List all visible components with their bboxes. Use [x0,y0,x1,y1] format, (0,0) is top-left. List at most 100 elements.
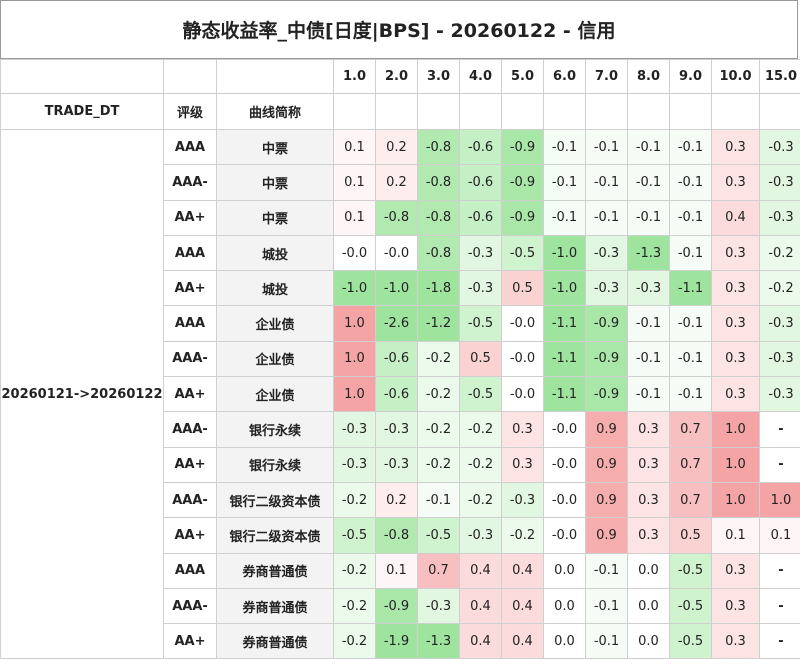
heat-cell: 0.0 [543,623,586,660]
tenor-label: 3.0 [417,59,460,94]
heat-cell: 1.0 [711,411,760,448]
heat-cell: -0.2 [459,411,502,448]
heat-cell: -1.1 [543,305,586,342]
heat-cell: 0.4 [501,552,544,589]
curve-cell: 券商普通债 [216,552,334,589]
curve-cell: 中票 [216,199,334,236]
tenor-label: 9.0 [669,59,712,94]
heat-cell: - [759,623,800,660]
table-row: AAA- 券商普通债 -0.2 -0.9 -0.3 0.4 0.4 0.0 -0.1 0.0 -0.… [1,587,800,625]
heat-cell: -0.3 [759,199,800,236]
heat-cell: -1.3 [627,234,670,272]
heat-cell: -0.2 [417,340,460,378]
tenor-label: 2.0 [375,59,418,94]
heat-cell: 0.1 [711,517,760,554]
heat-cell: -0.5 [669,587,712,625]
heat-cell: 0.5 [459,340,502,378]
heat-cell: 1.0 [711,446,760,483]
heat-cell: 0.3 [711,376,760,413]
tenor-header-row: 1.0 2.0 3.0 4.0 5.0 6.0 7.0 8.0 9.0 10.0 15.0 [0,59,800,94]
heat-cell: 0.2 [375,128,418,166]
heat-cell: 0.0 [627,587,670,625]
heat-cell: -0.3 [333,411,376,448]
heat-cell: 0.4 [459,587,502,625]
heat-cell: -0.3 [627,270,670,307]
rating-cell: AAA- [163,340,217,378]
heat-cell: -0.2 [501,517,544,554]
blank-header-cell [759,93,800,130]
heat-cell: -0.9 [375,587,418,625]
heat-cell: -0.1 [585,623,628,660]
heat-cell: 1.0 [759,481,800,519]
heat-cell: -1.3 [417,623,460,660]
heat-cell: -0.6 [459,128,502,166]
heat-cell: -0.2 [333,587,376,625]
rating-cell: AA+ [163,446,217,483]
rating-header: 评级 [163,93,217,130]
heat-cell: -0.2 [459,481,502,519]
heat-cell: 0.4 [711,199,760,236]
tenor-label: 4.0 [459,59,502,94]
heat-cell: -0.2 [417,446,460,483]
heat-cell: -0.1 [669,164,712,201]
heat-cell: -0.0 [543,446,586,483]
blank-header-cell [375,93,418,130]
curve-cell: 券商普通债 [216,623,334,660]
heat-cell: -0.1 [627,376,670,413]
heat-cell: 0.3 [711,270,760,307]
tenor-label: 8.0 [627,59,670,94]
heat-cell: 1.0 [333,340,376,378]
heat-cell: 0.4 [501,623,544,660]
curve-cell: 银行二级资本债 [216,517,334,554]
heat-cell: -1.0 [543,234,586,272]
heat-cell: -0.9 [501,164,544,201]
heat-cell: -0.3 [375,411,418,448]
heat-cell: -1.8 [417,270,460,307]
curve-cell: 银行永续 [216,411,334,448]
heat-cell: -0.9 [585,340,628,378]
heat-cell: 0.4 [459,552,502,589]
heat-cell: -0.0 [543,481,586,519]
blank-header-cell [459,93,502,130]
table-row: AAA 企业债 1.0 -2.6 -1.2 -0.5 -0.0 -1.1 -0.9 -0.1 -0.… [1,305,800,342]
heat-cell: -1.0 [543,270,586,307]
heat-cell: -0.0 [501,305,544,342]
blank-header-cell [0,59,164,94]
heat-cell: -0.0 [543,517,586,554]
rating-cell: AAA- [163,411,217,448]
heat-cell: 1.0 [333,376,376,413]
heat-cell: 0.3 [711,587,760,625]
trade-dt-header: TRADE_DT [0,93,164,130]
heat-cell: -0.3 [459,517,502,554]
heat-cell: 0.1 [333,199,376,236]
curve-cell: 券商普通债 [216,587,334,625]
heatmap-table: 1.0 2.0 3.0 4.0 5.0 6.0 7.0 8.0 9.0 10.0 15.0 TRADE… [0,59,800,660]
heat-cell: -0.0 [501,340,544,378]
heat-cell: 0.3 [627,446,670,483]
heat-cell: -0.0 [543,411,586,448]
heat-cell: -1.0 [375,270,418,307]
heat-cell: -1.1 [669,270,712,307]
heat-cell: -0.2 [417,411,460,448]
heat-cell: 0.3 [711,340,760,378]
blank-header-cell [669,93,712,130]
curve-cell: 城投 [216,270,334,307]
heat-cell: -0.5 [669,552,712,589]
heat-cell: -0.9 [501,128,544,166]
blank-header-cell [543,93,586,130]
heat-cell: -0.3 [759,305,800,342]
heat-cell: -0.6 [375,340,418,378]
heat-cell: -0.3 [759,340,800,378]
tenor-label: 1.0 [333,59,376,94]
heat-cell: 0.7 [669,446,712,483]
heat-cell: -0.1 [669,128,712,166]
heat-cell: -0.1 [417,481,460,519]
heat-cell: 1.0 [711,481,760,519]
heat-cell: - [759,411,800,448]
blank-header-cell [627,93,670,130]
rating-cell: AAA- [163,481,217,519]
tenor-label: 5.0 [501,59,544,94]
heat-cell: -0.3 [585,270,628,307]
curve-cell: 城投 [216,234,334,272]
heat-cell: 0.3 [711,623,760,660]
